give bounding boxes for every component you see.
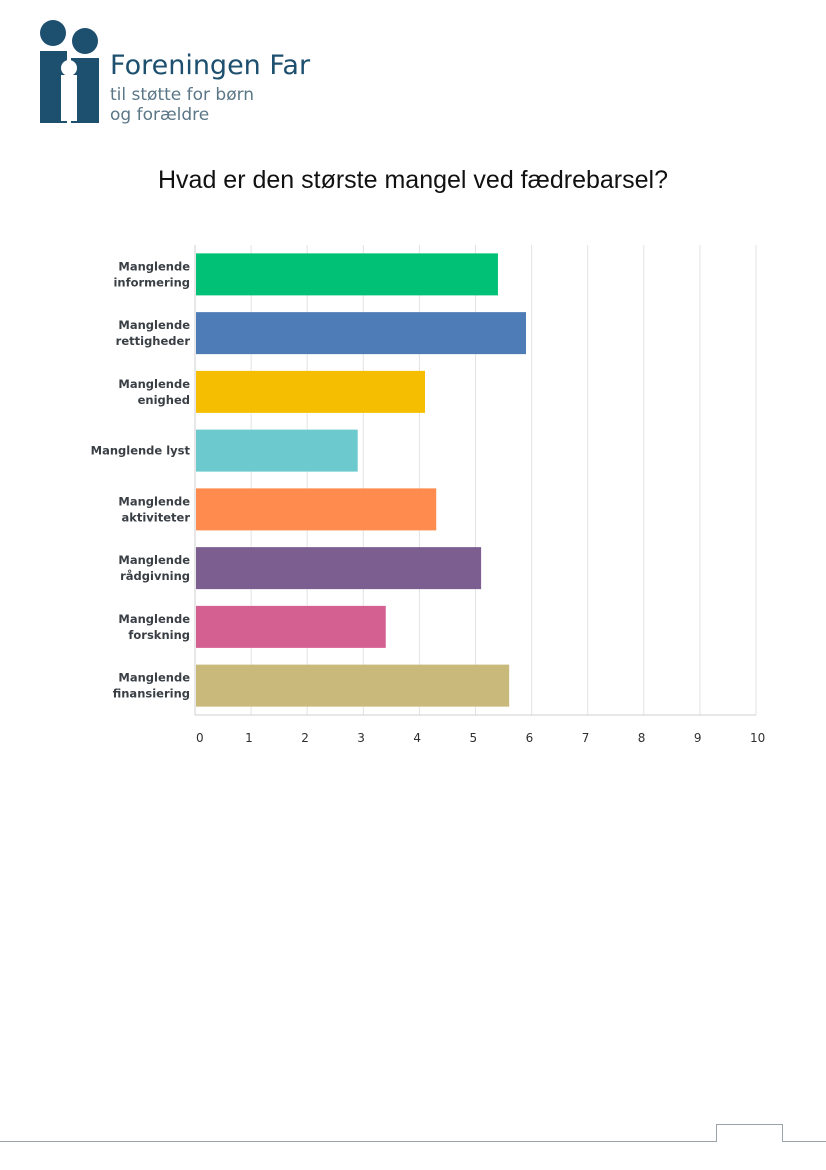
x-tick-label: 1 — [245, 731, 253, 745]
bar-chart: 0 1 2 3 4 5 6 7 8 9 10 Manglende informering Manglend… — [91, 245, 765, 745]
category-label: finansiering — [113, 687, 190, 701]
x-tick-label: 6 — [526, 731, 534, 745]
bar — [196, 664, 510, 707]
bar — [196, 488, 437, 531]
logo-tagline-1: til støtte for børn — [110, 85, 255, 105]
logo-name: Foreningen Far — [110, 50, 311, 81]
category-label: Manglende — [118, 259, 190, 273]
x-tick-label: 0 — [196, 731, 204, 745]
chart-title: Hvad er den største mangel ved fædrebars… — [158, 166, 668, 194]
footer-rule-left — [0, 1141, 716, 1142]
bar — [196, 547, 482, 590]
x-tick-label: 4 — [413, 731, 421, 745]
x-tick-label: 10 — [750, 731, 765, 745]
bar — [196, 253, 498, 296]
category-label: Manglende — [118, 553, 190, 567]
category-label: Manglende — [118, 377, 190, 391]
x-tick-label: 3 — [357, 731, 365, 745]
bar — [196, 312, 526, 355]
category-label: informering — [113, 275, 190, 289]
page-number-box — [716, 1124, 783, 1142]
category-label: rådgivning — [120, 569, 190, 583]
x-tick-label: 7 — [582, 731, 590, 745]
logo: Foreningen Far til støtte for børn og fo… — [36, 16, 336, 128]
footer-rule-right — [782, 1141, 826, 1142]
category-label: Manglende lyst — [91, 444, 191, 458]
bar — [196, 370, 426, 413]
category-label: Manglende — [118, 612, 190, 626]
category-label: Manglende — [118, 494, 190, 508]
category-label: enighed — [138, 393, 190, 407]
x-tick-label: 9 — [694, 731, 702, 745]
x-tick-label: 8 — [638, 731, 646, 745]
category-label: rettigheder — [116, 334, 191, 348]
logo-tagline-2: og forældre — [110, 105, 210, 125]
category-label: Manglende — [118, 671, 190, 685]
logo-figure-icon — [40, 20, 99, 123]
category-label: aktiviteter — [121, 510, 190, 524]
category-label: Manglende — [118, 318, 190, 332]
x-tick-label: 5 — [470, 731, 478, 745]
bar — [196, 429, 358, 472]
category-label: forskning — [128, 628, 190, 642]
x-tick-label: 2 — [301, 731, 309, 745]
bar — [196, 605, 386, 648]
